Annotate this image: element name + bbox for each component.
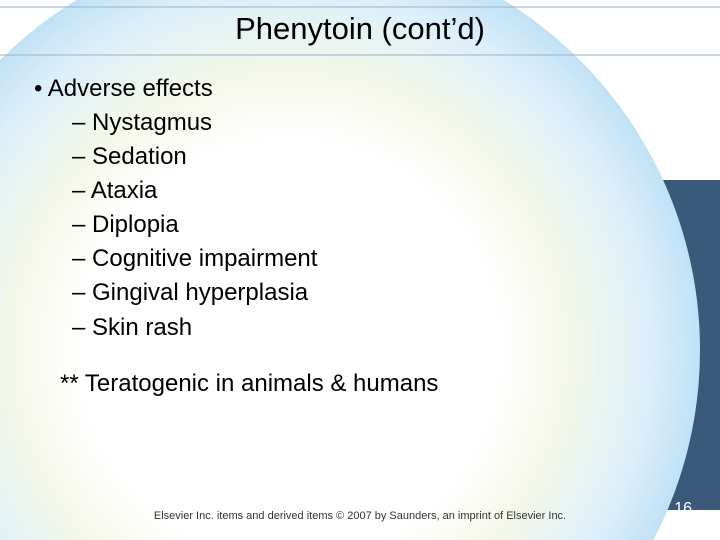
bullet-item: Ataxia	[91, 177, 158, 204]
bullet-lvl2: – Nystagmus	[28, 106, 317, 140]
bullet-prefix: –	[72, 211, 92, 238]
bullet-prefix: –	[72, 279, 92, 306]
content-area: Phenytoin (cont’d) • Adverse effects – N…	[0, 0, 720, 540]
bullet-item: Cognitive impairment	[92, 245, 317, 272]
bullet-lvl2: – Sedation	[28, 140, 317, 174]
bullet-item: Gingival hyperplasia	[92, 279, 308, 306]
bullet-prefix: –	[72, 245, 92, 272]
body-text: • Adverse effects – Nystagmus – Sedation…	[28, 72, 317, 345]
bullet-lvl1: • Adverse effects	[28, 72, 317, 106]
bullet-prefix: –	[72, 143, 92, 170]
bullet-item: Nystagmus	[92, 109, 212, 136]
bullet-prefix: –	[72, 177, 91, 204]
bullet-item: Skin rash	[92, 314, 192, 341]
bullet-prefix: –	[72, 314, 92, 341]
bullet-item: Diplopia	[92, 211, 179, 238]
page-number: 16	[674, 500, 692, 518]
slide: Phenytoin (cont’d) • Adverse effects – N…	[0, 0, 720, 540]
bullet-lvl2: – Skin rash	[28, 311, 317, 345]
bullet-lvl2: – Ataxia	[28, 174, 317, 208]
footer-copyright: Elsevier Inc. items and derived items © …	[0, 510, 720, 522]
bullet-heading: Adverse effects	[48, 75, 213, 102]
note-text: ** Teratogenic in animals & humans	[60, 370, 438, 398]
bullet-lvl2: – Gingival hyperplasia	[28, 276, 317, 310]
bullet-prefix: –	[72, 109, 92, 136]
bullet-lvl2: – Cognitive impairment	[28, 242, 317, 276]
bullet-prefix: •	[34, 75, 48, 102]
bullet-lvl2: – Diplopia	[28, 208, 317, 242]
bullet-item: Sedation	[92, 143, 187, 170]
slide-title: Phenytoin (cont’d)	[0, 11, 720, 47]
